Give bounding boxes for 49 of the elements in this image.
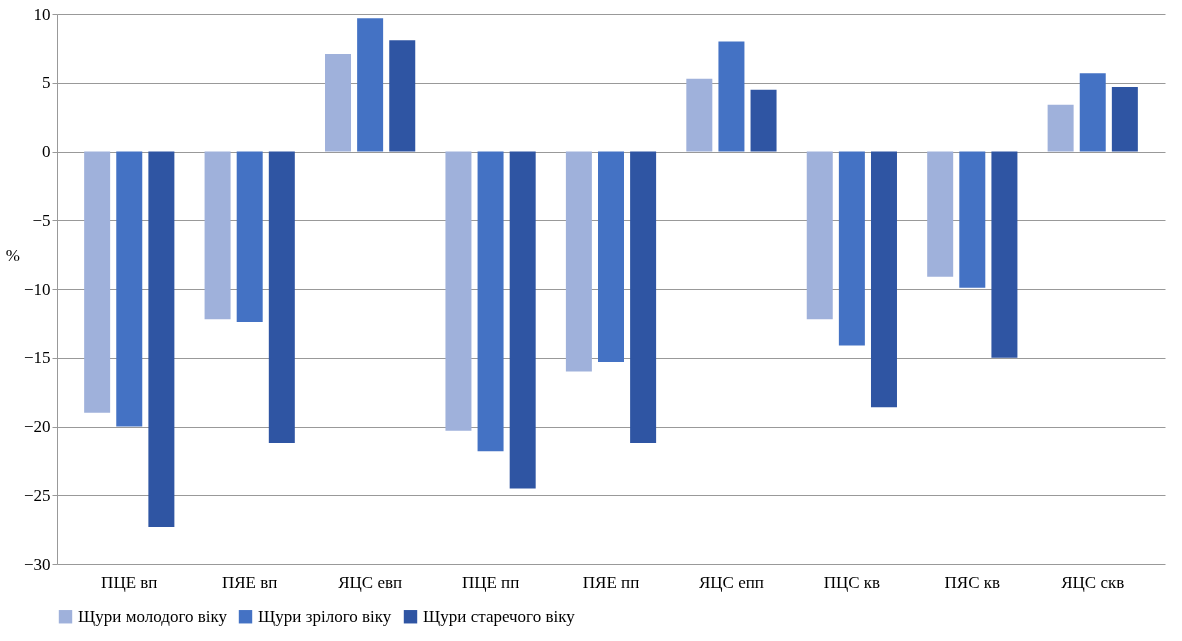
x-tick-label: ПЯЕ вп bbox=[222, 572, 278, 592]
bar bbox=[1047, 104, 1074, 152]
x-tick-label: ПЦЕ вп bbox=[101, 572, 158, 592]
bar bbox=[959, 151, 986, 288]
y-tick-label: 5 bbox=[42, 73, 51, 93]
x-tick-label: ПЦЕ пп bbox=[461, 572, 520, 592]
legend-label: Щури молодого віку bbox=[78, 606, 228, 626]
bar bbox=[509, 151, 536, 489]
bar bbox=[565, 151, 592, 372]
x-tick-label: ЯЦС евп bbox=[338, 572, 403, 592]
bar bbox=[838, 151, 865, 346]
bar bbox=[750, 89, 777, 152]
bar bbox=[806, 151, 833, 320]
x-tick-label: ПЯС кв bbox=[944, 572, 1001, 592]
bar bbox=[84, 151, 111, 413]
bar bbox=[991, 151, 1018, 358]
legend-label: Щури старечого віку bbox=[423, 606, 576, 626]
x-tick-label: ПЯЕ пп bbox=[582, 572, 640, 592]
bar bbox=[357, 18, 384, 152]
bar bbox=[598, 151, 624, 362]
bar bbox=[686, 78, 713, 152]
bar bbox=[268, 151, 295, 443]
y-tick-label: −10 bbox=[23, 279, 51, 299]
bar bbox=[927, 151, 954, 277]
bar bbox=[630, 151, 657, 443]
bar bbox=[148, 151, 175, 527]
bar bbox=[477, 151, 504, 452]
y-tick-label: −25 bbox=[23, 485, 51, 505]
y-tick-label: −5 bbox=[32, 210, 51, 230]
x-tick-label: ЯЦС скв bbox=[1061, 572, 1125, 592]
y-tick-label: −15 bbox=[23, 348, 51, 368]
bar bbox=[389, 40, 416, 152]
bar bbox=[236, 151, 263, 322]
y-tick-label: −30 bbox=[23, 554, 51, 574]
bar bbox=[1111, 86, 1138, 152]
bar bbox=[325, 53, 352, 152]
y-tick-label: −20 bbox=[23, 417, 51, 436]
x-tick-label: ЯЦС епп bbox=[698, 572, 764, 592]
y-tick-label: 0 bbox=[42, 142, 51, 161]
y-axis-title: % bbox=[5, 245, 20, 265]
bar bbox=[870, 151, 897, 408]
bar bbox=[116, 151, 143, 427]
x-tick-label: ПЦС кв bbox=[823, 572, 881, 592]
bar bbox=[1079, 73, 1106, 152]
y-tick-label: 10 bbox=[33, 4, 51, 24]
bar bbox=[204, 151, 231, 320]
legend-label: Щури зрілого віку bbox=[258, 606, 392, 626]
bar bbox=[718, 41, 745, 152]
bar bbox=[445, 151, 472, 431]
